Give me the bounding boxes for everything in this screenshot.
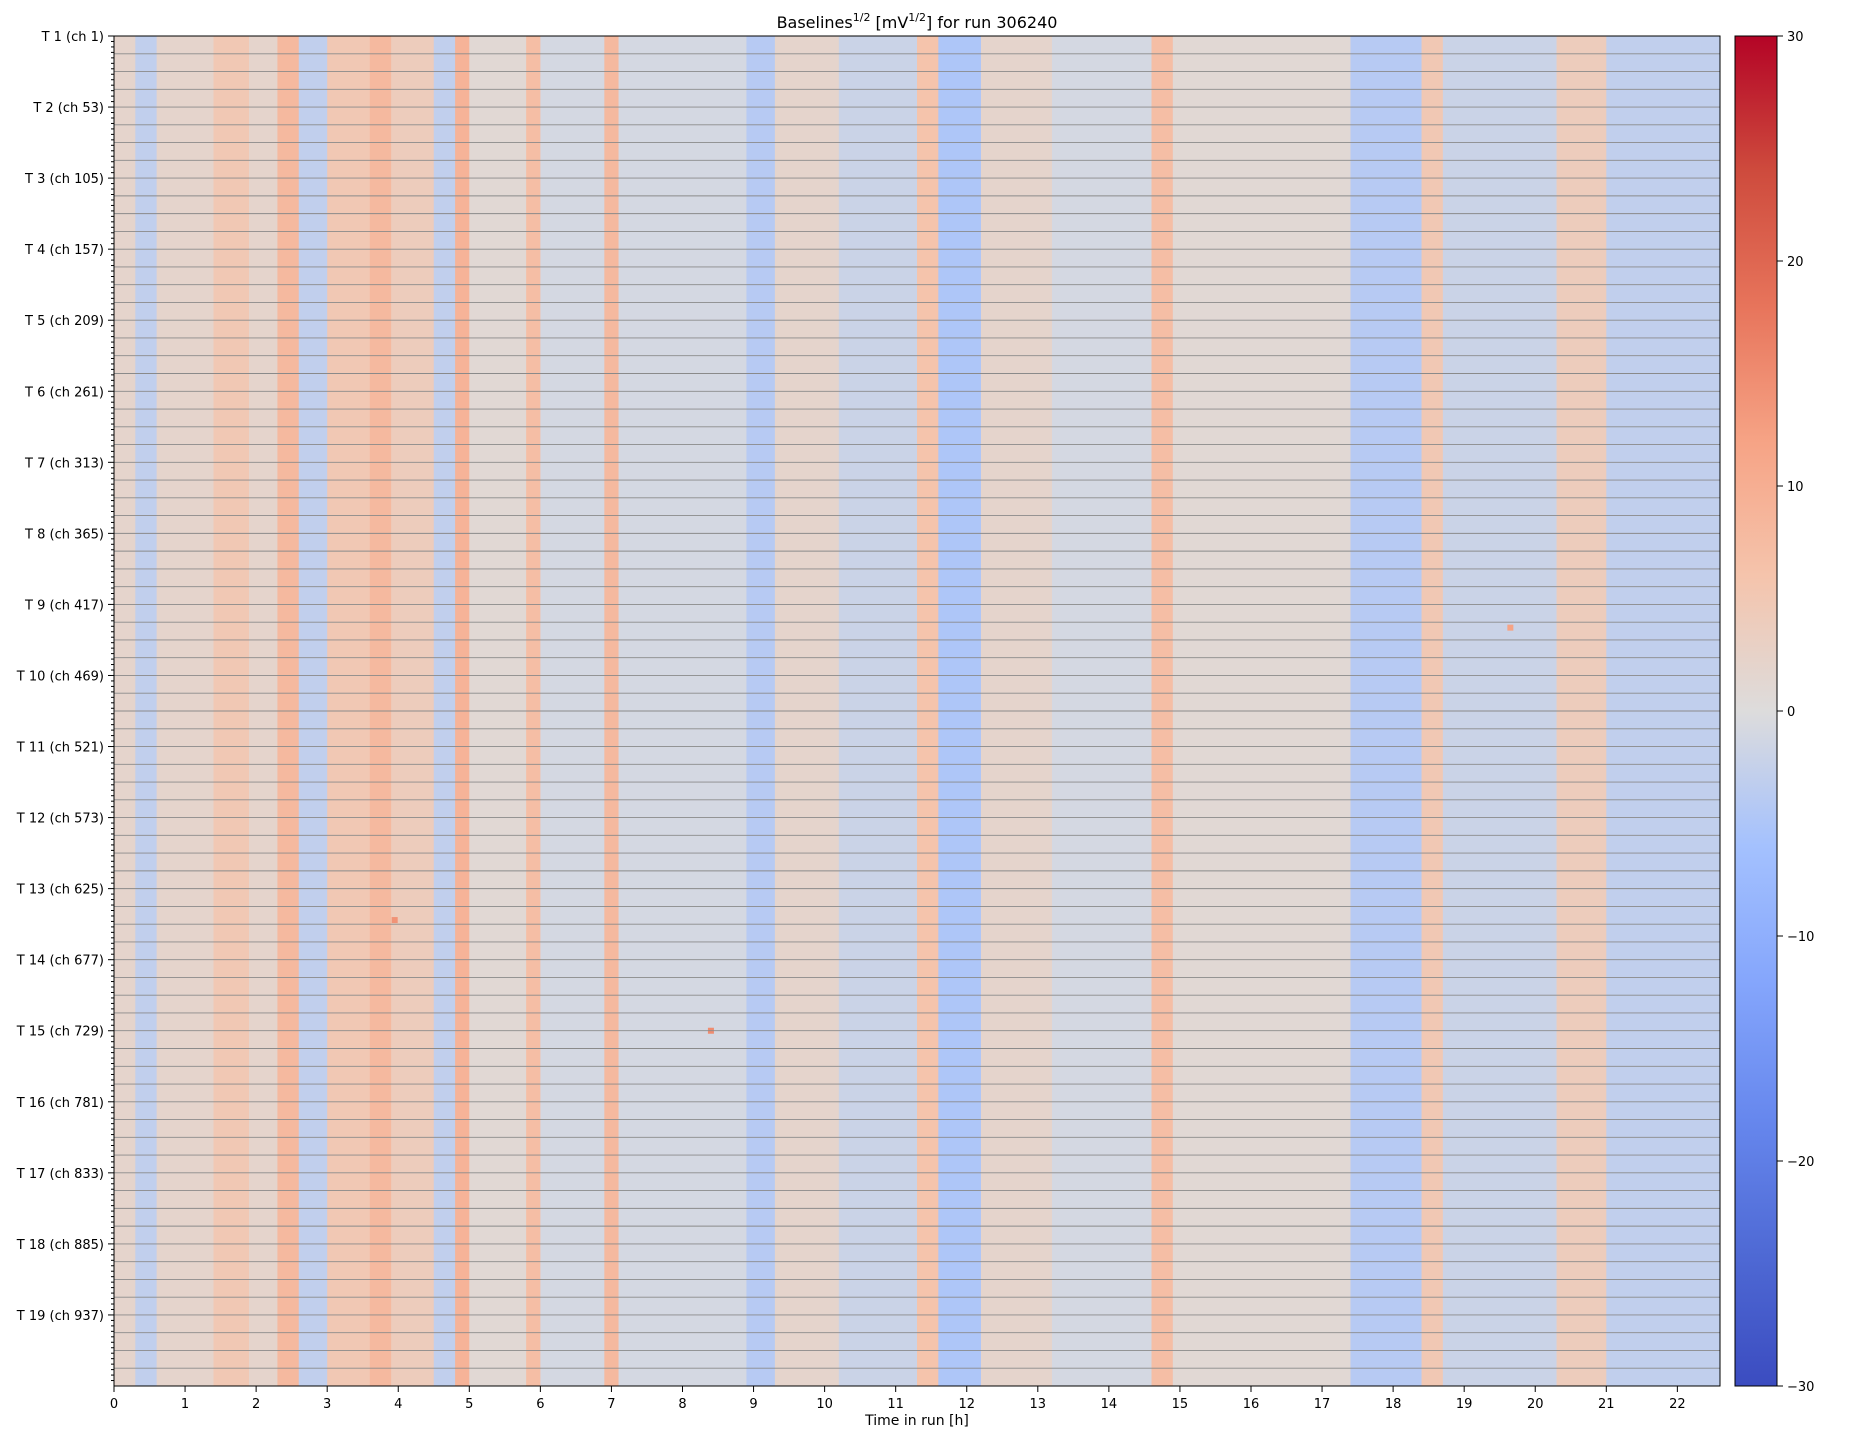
y-axis: T 1 (ch 1) T 2 (ch 53) T 3 (ch 105) T 4 (ch… (16, 30, 114, 1382)
y-tick-label: T 6 (ch 261) (24, 385, 104, 400)
x-tick-label: 16 (1243, 1397, 1260, 1412)
x-tick-label: 8 (678, 1397, 686, 1412)
colorbar-axis: 30 20 10 0 −10 −20 −30 (1777, 30, 1814, 1395)
x-tick-label: 6 (536, 1397, 544, 1412)
title-unit-open: [mV (870, 13, 908, 32)
y-tick-label: T 12 (ch 573) (16, 812, 104, 827)
y-tick-label: T 2 (ch 53) (32, 101, 104, 116)
x-tick-label: 12 (958, 1397, 975, 1412)
y-tick-label: T 13 (ch 625) (16, 883, 104, 898)
x-tick-label: 2 (252, 1397, 260, 1412)
x-tick-label: 20 (1527, 1397, 1544, 1412)
y-tick-label: T 9 (ch 417) (24, 598, 104, 613)
title-base: Baselines (777, 13, 853, 32)
x-tick-label: 4 (394, 1397, 402, 1412)
y-tick-label: T 4 (ch 157) (24, 243, 104, 258)
y-tick-label: T 19 (ch 937) (16, 1309, 104, 1324)
tower-gridlines (114, 35, 1720, 1369)
x-tick-label: 22 (1669, 1397, 1686, 1412)
x-tick-label: 11 (887, 1397, 904, 1412)
y-tick-label: T 14 (ch 677) (16, 954, 104, 969)
x-axis-label: Time in run [h] (864, 1413, 969, 1429)
plot-frame (113, 35, 1721, 1387)
x-tick-label: 18 (1385, 1397, 1402, 1412)
title-exponent-1: 1/2 (853, 11, 871, 24)
x-tick-label: 7 (607, 1397, 615, 1412)
y-tick-label: T 1 (ch 1) (41, 30, 104, 45)
colorbar-tick-label: −30 (1787, 1380, 1814, 1395)
colorbar-tick-label: 20 (1787, 255, 1804, 270)
y-tick-label: T 11 (ch 521) (16, 741, 104, 756)
x-tick-label: 15 (1172, 1397, 1189, 1412)
x-tick-label: 10 (816, 1397, 833, 1412)
colorbar-tick-label: 10 (1787, 480, 1804, 495)
x-tick-label: 17 (1314, 1397, 1331, 1412)
y-tick-label: T 3 (ch 105) (24, 172, 104, 187)
x-tick-label: 21 (1598, 1397, 1615, 1412)
colorbar-tick-label: 0 (1787, 705, 1795, 720)
x-tick-label: 1 (181, 1397, 189, 1412)
y-tick-label: T 18 (ch 885) (16, 1238, 104, 1253)
chart-title: Baselines1/2 [mV1/2] for run 306240 (777, 11, 1058, 32)
x-tick-label: 13 (1030, 1397, 1047, 1412)
x-tick-label: 0 (110, 1397, 118, 1412)
y-tick-label: T 7 (ch 313) (24, 456, 104, 471)
title-exponent-2: 1/2 (908, 11, 926, 24)
heatmap-hotspot (391, 917, 398, 924)
colorbar-tick-label: 30 (1787, 30, 1804, 45)
y-tick-label: T 17 (ch 833) (16, 1167, 104, 1182)
x-axis: 0 1 2 3 4 5 6 7 8 9 10 11 12 13 14 15 16 17 18 19 20 21 22 (110, 1386, 1686, 1412)
title-rest: ] for run 306240 (926, 13, 1057, 32)
colorbar (1734, 35, 1778, 1387)
x-tick-label: 14 (1101, 1397, 1118, 1412)
y-tick-label: T 16 (ch 781) (16, 1096, 104, 1111)
y-tick-label: T 5 (ch 209) (24, 314, 104, 329)
y-tick-label: T 10 (ch 469) (16, 669, 104, 684)
x-tick-label: 9 (749, 1397, 757, 1412)
y-tick-label: T 8 (ch 365) (24, 527, 104, 542)
x-tick-label: 5 (465, 1397, 473, 1412)
colorbar-tick-label: −20 (1787, 1155, 1814, 1170)
x-tick-label: 3 (323, 1397, 331, 1412)
heatmap-hotspot (1507, 624, 1514, 631)
y-tick-label: T 15 (ch 729) (16, 1025, 104, 1040)
x-tick-label: 19 (1456, 1397, 1473, 1412)
colorbar-tick-label: −10 (1787, 930, 1814, 945)
